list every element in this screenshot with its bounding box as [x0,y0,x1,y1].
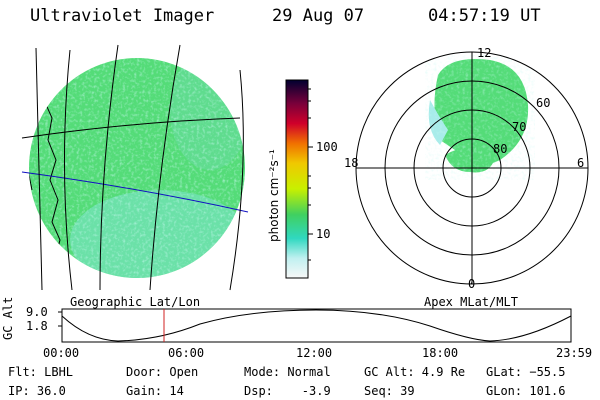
date-label: 29 Aug 07 [272,6,365,26]
apex-label: Apex MLat/MLT [424,295,518,309]
time-tick-0600: 06:00 [168,346,205,360]
mlt-label-18: 18 [344,156,359,170]
geographic-image [21,44,249,291]
time-tick-1200: 12:00 [296,346,333,360]
alt-tick-9: 9.0 [26,305,48,319]
ip-info: IP: 36.0 [8,384,66,398]
polar-plot [355,51,589,285]
time-tick-0000: 00:00 [43,346,80,360]
alt-tick-1-8: 1.8 [26,319,48,333]
mlat-label-70: 70 [512,120,527,134]
gc-alt-info: GC Alt: 4.9 Re [364,365,466,379]
geographic-label: Geographic Lat/Lon [70,295,201,309]
mlt-label-6: 6 [577,156,585,170]
gain-info: Gain: 14 [126,384,184,398]
mlt-label-12: 12 [477,46,492,60]
dsp-info: Dsp: -3.9 [244,384,331,398]
glon-info: GLon: 101.6 [486,384,566,398]
time-tick-1800: 18:00 [422,346,459,360]
colorbar-unit-label: photon cm⁻²s⁻¹ [267,149,281,242]
mlat-label-80: 80 [493,142,508,156]
mode-info: Mode: Normal [244,365,331,379]
seq-info: Seq: 39 [364,384,415,398]
mlat-label-60: 60 [536,96,551,110]
filter-info: Flt: LBHL [8,365,74,379]
gc-alt-axis-label: GC Alt [1,296,15,340]
colorbar [285,79,313,279]
door-info: Door: Open [126,365,199,379]
time-tick-2359: 23:59 [556,346,593,360]
time-label: 04:57:19 UT [428,6,541,26]
altitude-plot [58,308,572,343]
colorbar-tick-10: 10 [316,227,331,241]
mlt-label-0: 0 [468,277,476,291]
instrument-title: Ultraviolet Imager [30,6,215,26]
colorbar-tick-100: 100 [316,140,338,154]
glat-info: GLat: −55.5 [486,365,566,379]
